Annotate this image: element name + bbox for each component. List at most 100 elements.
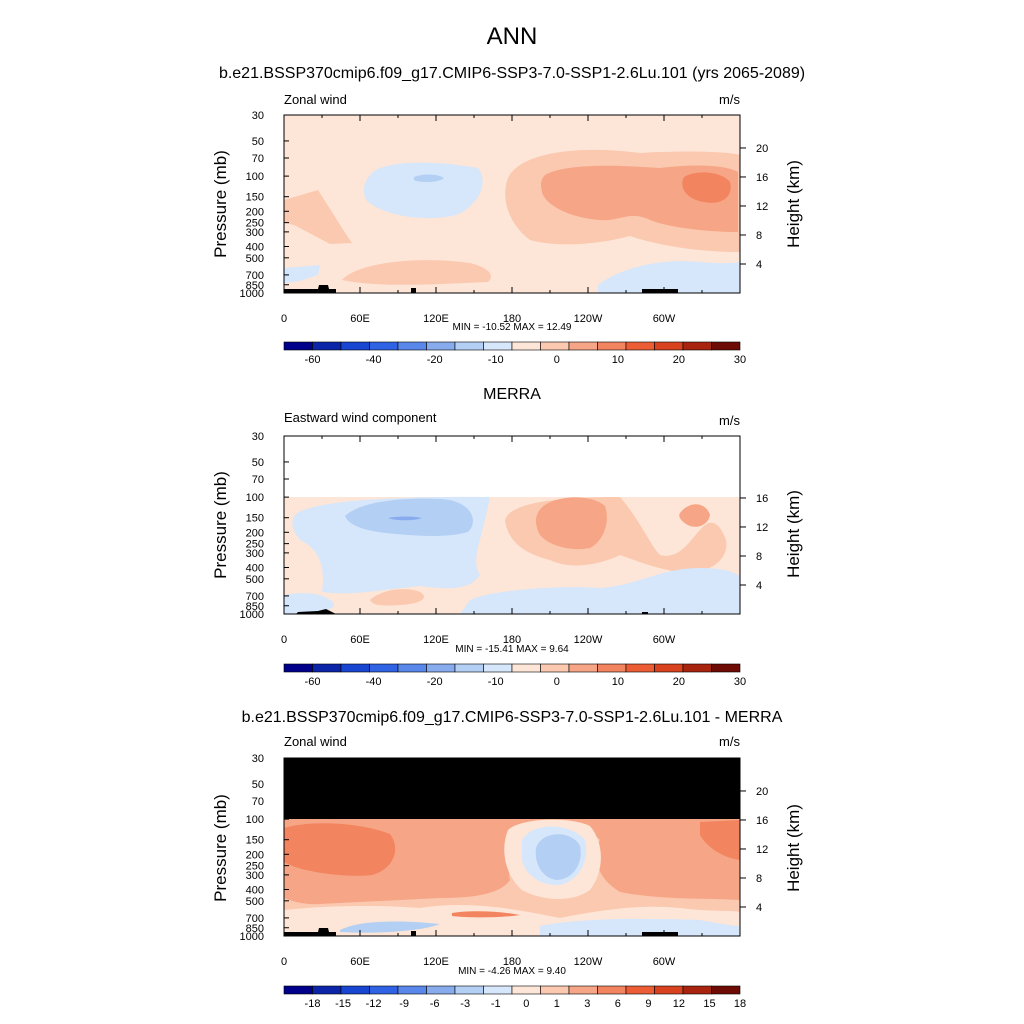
colorbar-label: -3 [460, 998, 470, 1010]
longitude-tick-label: 180 [503, 956, 521, 968]
pressure-tick-label: 70 [252, 474, 264, 486]
colorbar-label: -9 [399, 998, 409, 1010]
contour-band [284, 265, 320, 283]
pressure-tick-label: 150 [246, 192, 264, 204]
colorbar-swatch [369, 985, 399, 995]
colorbar-swatch [483, 341, 513, 351]
colorbar-label: -12 [366, 998, 382, 1010]
longitude-tick-label: 0 [281, 956, 287, 968]
height-axis: 20 16 12 8 4 [740, 786, 768, 914]
colorbar: -60 -40 -20 -10 0 10 20 30 [283, 341, 746, 366]
longitude-tick-label: 120E [423, 634, 449, 646]
topography [642, 612, 648, 614]
longitude-tick-label: 60E [350, 634, 370, 646]
contour-band [452, 911, 520, 918]
pressure-tick-label: 700 [246, 270, 264, 282]
y-axis-label: Pressure (mb) [211, 794, 230, 902]
colorbar-swatch [312, 985, 342, 995]
colorbar-label: -10 [488, 676, 504, 688]
colorbar-swatch [568, 341, 598, 351]
height-tick-label: 4 [756, 259, 762, 271]
contour-field [284, 436, 740, 614]
longitude-tick-label: 0 [281, 634, 287, 646]
colorbar-swatch [654, 341, 684, 351]
longitude-tick-label: 60E [350, 956, 370, 968]
panel-title: b.e21.BSSP370cmip6.f09_g17.CMIP6-SSP3-7.… [242, 709, 783, 726]
colorbar-label: 18 [734, 998, 746, 1010]
longitude-tick-label: 180 [503, 313, 521, 325]
height-tick-label: 12 [756, 201, 768, 213]
colorbar-swatch [283, 985, 313, 995]
pressure-tick-label: 250 [246, 218, 264, 230]
colorbar-swatch [312, 341, 342, 351]
units-label: m/s [719, 413, 740, 428]
panel-merra: MERRA Eastward wind component m/s 30 50 70… [211, 386, 803, 688]
height-tick-label: 4 [756, 580, 762, 592]
colorbar-swatch [454, 341, 484, 351]
min-max-stats: MIN = -15.41 MAX = 9.64 [455, 644, 569, 655]
colorbar-label: 6 [615, 998, 621, 1010]
contour-band [679, 504, 710, 527]
contour-field [284, 115, 740, 293]
units-label: m/s [719, 92, 740, 107]
colorbar-label: -60 [305, 354, 321, 366]
panel-title: b.e21.BSSP370cmip6.f09_g17.CMIP6-SSP3-7.… [219, 65, 805, 82]
left-label: Zonal wind [284, 734, 347, 749]
pressure-tick-label: 30 [252, 110, 264, 122]
longitude-tick-label: 60W [653, 313, 676, 325]
colorbar-swatch [711, 985, 741, 995]
longitude-tick-label: 60W [653, 634, 676, 646]
height-tick-label: 8 [756, 230, 762, 242]
colorbar-label: -20 [427, 354, 443, 366]
colorbar-swatch [511, 663, 541, 673]
topography [642, 932, 678, 936]
panel-title: MERRA [483, 386, 541, 403]
figure-title: ANN [487, 23, 538, 50]
longitude-axis: 0 60E 120E 180 120W 60W [281, 758, 741, 968]
colorbar-swatch [340, 663, 370, 673]
colorbar-label: -60 [305, 676, 321, 688]
pressure-tick-label: 850 [246, 923, 264, 935]
colorbar-label: -40 [366, 676, 382, 688]
pressure-tick-label: 500 [246, 253, 264, 265]
colorbar-swatch [625, 985, 655, 995]
colorbar: -18 -15 -12 -9 -6 -3 -1 0 1 3 6 9 12 15 18 [283, 985, 746, 1010]
colorbar-label: 3 [584, 998, 590, 1010]
colorbar-swatch [312, 663, 342, 673]
units-label: m/s [719, 734, 740, 749]
colorbar-swatch [369, 663, 399, 673]
pressure-tick-label: 150 [246, 513, 264, 525]
contour-band [414, 174, 444, 183]
colorbar: -60 -40 -20 -10 0 10 20 30 [283, 663, 746, 688]
colorbar-swatch [426, 341, 456, 351]
topography [411, 931, 416, 936]
pressure-tick-label: 250 [246, 539, 264, 551]
longitude-tick-label: 120E [423, 313, 449, 325]
longitude-tick-label: 120W [574, 313, 603, 325]
pressure-tick-label: 500 [246, 896, 264, 908]
colorbar-swatch [711, 341, 741, 351]
contour-band [620, 832, 733, 867]
y2-axis-label: Height (km) [784, 804, 803, 892]
contour-band [388, 516, 422, 521]
colorbar-swatch [511, 985, 541, 995]
colorbar-swatch [711, 663, 741, 673]
height-axis: 20 16 12 8 4 [740, 143, 768, 271]
colorbar-label: -40 [366, 354, 382, 366]
min-max-stats: MIN = -4.26 MAX = 9.40 [458, 966, 566, 977]
height-tick-label: 20 [756, 143, 768, 155]
height-tick-label: 12 [756, 844, 768, 856]
contour-field [284, 758, 740, 936]
colorbar-label: 30 [734, 676, 746, 688]
y2-axis-label: Height (km) [784, 160, 803, 248]
colorbar-swatch [454, 985, 484, 995]
height-tick-label: 16 [756, 493, 768, 505]
contour-band [342, 260, 491, 285]
longitude-tick-label: 60W [653, 956, 676, 968]
y-axis-label: Pressure (mb) [211, 471, 230, 579]
colorbar-label: 0 [554, 354, 560, 366]
pressure-tick-label: 200 [246, 849, 264, 861]
colorbar-swatch [340, 341, 370, 351]
